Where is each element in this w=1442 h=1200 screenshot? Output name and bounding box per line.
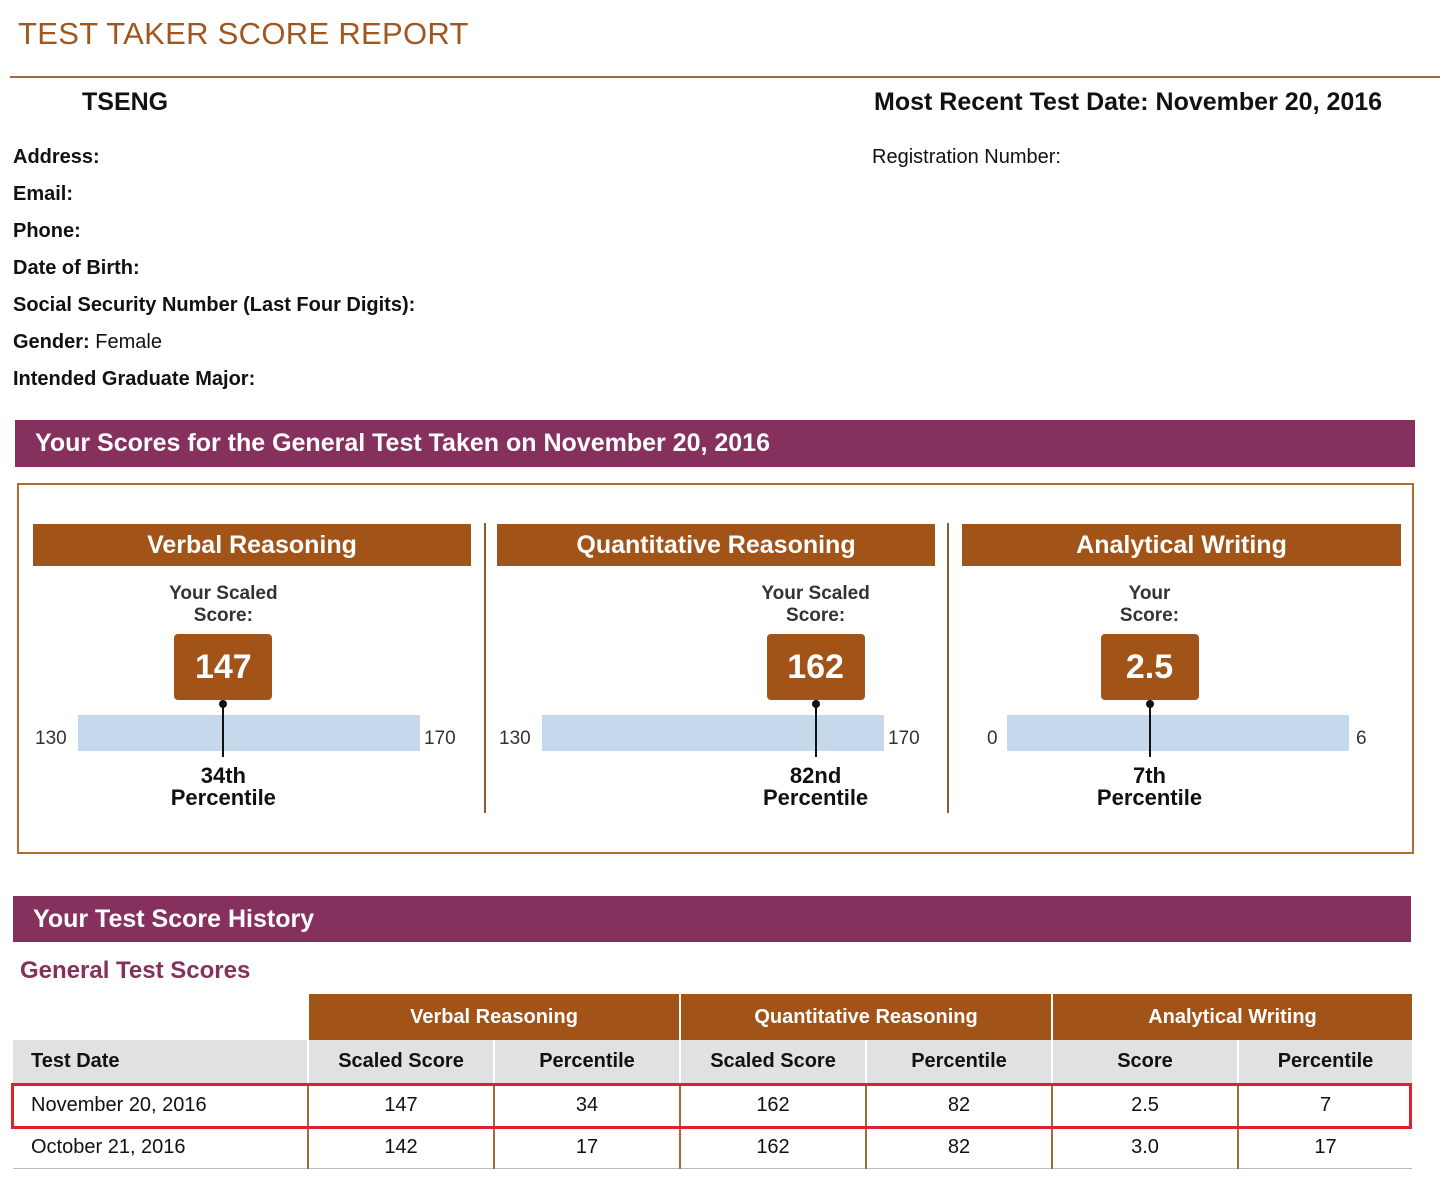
verbal-pointer-dot — [219, 700, 228, 708]
column-header: Percentile — [493, 1040, 680, 1085]
verbal-caption: Your Scaled Score: — [169, 583, 278, 626]
column-header: Scaled Score — [307, 1040, 494, 1085]
report-title: TEST TAKER SCORE REPORT — [18, 16, 469, 51]
writing-pointer-dot — [1145, 700, 1154, 708]
writing-range-max: 6 — [1356, 728, 1367, 749]
verbal-range-max: 170 — [424, 728, 456, 749]
table-cell: 7 — [1237, 1084, 1412, 1127]
table-cell: 17 — [1237, 1126, 1412, 1169]
verbal-score-pointer — [222, 700, 225, 757]
table-group-header-row: Verbal Reasoning Quantitative Reasoning … — [13, 994, 1412, 1040]
table-cell: October 21, 2016 — [13, 1126, 308, 1169]
score-history-table: Verbal Reasoning Quantitative Reasoning … — [13, 994, 1412, 1169]
history-band: Your Test Score History — [13, 896, 1411, 942]
column-header: Score — [1051, 1040, 1238, 1085]
table-cell: 142 — [307, 1126, 494, 1169]
gender-label: Gender: — [13, 331, 90, 353]
phone-label: Phone: — [13, 220, 81, 242]
ssn-label: Social Security Number (Last Four Digits… — [13, 294, 416, 316]
table-cell: 162 — [679, 1126, 866, 1169]
column-header: Percentile — [1237, 1040, 1412, 1085]
quant-score-pointer — [814, 700, 817, 757]
gender-value: Female — [95, 331, 162, 353]
writing-caption: Your Score: — [1119, 583, 1180, 626]
registration-number-label: Registration Number: — [872, 146, 1061, 168]
table-cell: 34 — [493, 1084, 680, 1127]
quant-percentile: 82nd Percentile — [763, 763, 869, 810]
major-label: Intended Graduate Major: — [13, 368, 256, 390]
writing-score-pointer — [1148, 700, 1151, 757]
recent-date-value: November 20, 2016 — [1155, 88, 1383, 116]
score-summary-box — [17, 483, 1414, 854]
verbal-range-min: 130 — [35, 728, 67, 749]
table-row: October 21, 2016 142 17 162 82 3.0 17 — [13, 1126, 1412, 1169]
quant-range-min: 130 — [499, 728, 531, 749]
address-label: Address: — [13, 146, 100, 168]
column-header: Scaled Score — [679, 1040, 866, 1085]
table-cell: 17 — [493, 1126, 680, 1169]
quant-score-badge: 162 — [766, 634, 865, 700]
group-header-quant: Quantitative Reasoning — [679, 994, 1052, 1040]
test-taker-name: TSENG — [82, 88, 169, 116]
writing-score-badge: 2.5 — [1100, 634, 1199, 700]
history-band-title: Your Test Score History — [33, 905, 315, 933]
table-cell: 82 — [865, 1084, 1052, 1127]
writing-section-header: Analytical Writing — [962, 524, 1401, 566]
table-cell: 147 — [307, 1084, 494, 1127]
verbal-score-badge: 147 — [174, 634, 273, 700]
most-recent-test-date: Most Recent Test Date: November 20, 2016 — [874, 88, 1382, 117]
email-label: Email: — [13, 183, 74, 205]
verbal-percentile: 34th Percentile — [170, 763, 276, 810]
recent-date-label: Most Recent Test Date: — [874, 88, 1149, 116]
group-header-writing: Analytical Writing — [1051, 994, 1412, 1040]
quant-score-bar — [542, 715, 884, 751]
table-column-header-row: Test Date Scaled Score Percentile Scaled… — [13, 1040, 1412, 1085]
table-cell: 3.0 — [1051, 1126, 1238, 1169]
quant-pointer-dot — [811, 700, 820, 708]
dob-label: Date of Birth: — [13, 257, 140, 279]
column-header: Percentile — [865, 1040, 1052, 1085]
section-divider — [484, 523, 486, 813]
verbal-section-header: Verbal Reasoning — [33, 524, 471, 566]
writing-percentile: 7th Percentile — [1096, 763, 1203, 810]
table-cell: 82 — [865, 1126, 1052, 1169]
table-corner-cell — [13, 994, 308, 1040]
writing-range-min: 0 — [987, 728, 998, 749]
quant-range-max: 170 — [888, 728, 920, 749]
quant-section-header: Quantitative Reasoning — [497, 524, 935, 566]
writing-score-bar — [1007, 715, 1349, 751]
table-cell: November 20, 2016 — [13, 1084, 308, 1127]
title-rule — [10, 76, 1440, 78]
history-subtitle: General Test Scores — [20, 957, 251, 984]
group-header-verbal: Verbal Reasoning — [307, 994, 680, 1040]
table-cell: 2.5 — [1051, 1084, 1238, 1127]
scores-band: Your Scores for the General Test Taken o… — [15, 420, 1415, 467]
column-header: Test Date — [13, 1040, 308, 1085]
quant-caption: Your Scaled Score: — [761, 583, 870, 626]
table-cell: 162 — [679, 1084, 866, 1127]
verbal-score-bar — [78, 715, 420, 751]
section-divider — [947, 523, 949, 813]
gender-field: Gender: Female — [13, 331, 162, 354]
scores-band-title: Your Scores for the General Test Taken o… — [35, 429, 770, 457]
table-row: November 20, 2016 147 34 162 82 2.5 7 — [13, 1084, 1412, 1127]
highlighted-row-outline — [11, 1083, 1412, 1129]
